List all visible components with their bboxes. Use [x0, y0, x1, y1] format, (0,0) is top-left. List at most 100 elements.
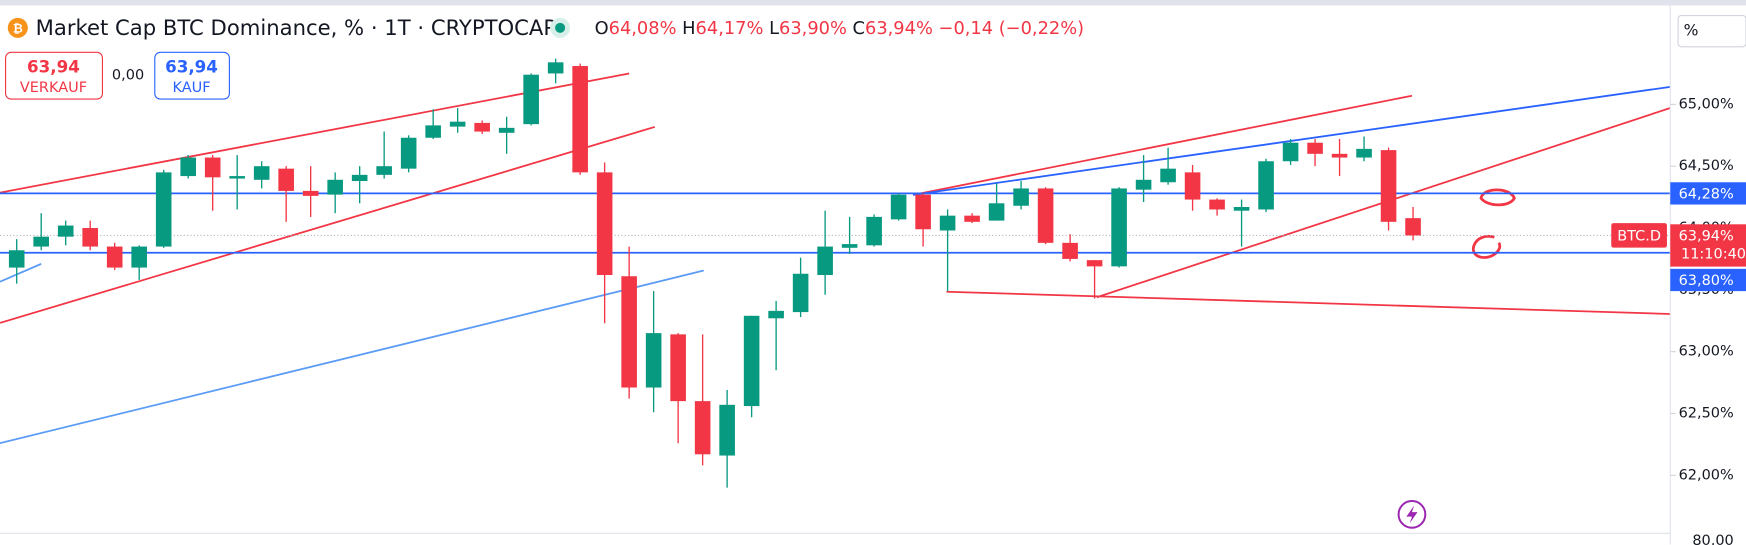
candle-body [1380, 150, 1397, 222]
candle-body [621, 276, 637, 388]
sell-label: VERKAUF [20, 80, 87, 96]
candle-body [915, 194, 931, 230]
candle-body [449, 121, 466, 127]
candle-body [1037, 188, 1054, 243]
symbol-box [1611, 223, 1667, 248]
countdown: 11:10:40 [1681, 246, 1746, 262]
candle-body [253, 166, 270, 180]
change: −0,14 (−0,22%) [939, 18, 1085, 39]
candle-body [498, 127, 515, 133]
candle-body [890, 194, 907, 220]
candle-body [425, 125, 441, 138]
ohlc-header: O64,08% H64,17% L63,90% C63,94% −0,14 (−… [595, 18, 1084, 39]
candle-body [327, 179, 343, 195]
candle-body [474, 122, 490, 132]
candle-body [229, 176, 245, 179]
candle-body [204, 157, 221, 178]
candle-body [1356, 148, 1372, 158]
ohlc-value: 63,90% [779, 18, 847, 39]
candle-body [964, 215, 980, 222]
hline-label: 64,28% [1679, 187, 1734, 203]
candle-body [841, 244, 858, 248]
candle-body [106, 246, 123, 268]
candle-body [278, 168, 294, 191]
candles [8, 58, 1421, 488]
candle-body [1331, 153, 1348, 158]
trend-line [0, 263, 42, 283]
coin-icon [7, 17, 28, 38]
candle-body [988, 203, 1005, 221]
candle-body [939, 215, 956, 231]
price-labels: BTC.D 63,94%11:10:40 64,28% 63,80% [1611, 182, 1746, 292]
candle-body [523, 74, 539, 125]
candle-body [1307, 142, 1323, 154]
scribble [1471, 234, 1502, 259]
y-tick-label: 62,50% [1679, 405, 1734, 421]
ohlc-label: H [682, 18, 695, 39]
candle-body [547, 62, 564, 74]
candle-body [400, 137, 417, 169]
scribble [1479, 188, 1516, 207]
candle-body [670, 334, 686, 402]
trend-line [0, 126, 656, 324]
candle-body [1233, 206, 1250, 211]
ohlc-label: C [853, 18, 865, 39]
candle-body [866, 216, 882, 246]
candle-body [302, 190, 319, 196]
last-price-box [1670, 224, 1746, 267]
sell-button[interactable] [5, 51, 104, 100]
y-tick-label: 65,00% [1679, 96, 1734, 112]
ohlc-value: 64,08% [609, 18, 677, 39]
candle-body [743, 315, 760, 407]
candle-body [768, 310, 784, 319]
candle-body [82, 228, 98, 247]
last-price-label: 63,94% [1679, 229, 1734, 245]
sell-price: 63,94 [27, 56, 80, 76]
candle-body [180, 157, 196, 177]
candle-body [1282, 142, 1299, 162]
lightning-glyph [1406, 505, 1418, 524]
buy-button[interactable] [154, 51, 230, 100]
y-tick-label: 64,50% [1679, 158, 1734, 174]
candle-body [8, 250, 25, 268]
status-dot-inner [555, 22, 566, 33]
ohlc-value: 64,17% [696, 18, 764, 39]
hline-label-box [1670, 182, 1746, 205]
candle-body [572, 66, 588, 173]
lower-pane-label: 80,00 [1692, 533, 1733, 545]
candle-body [1184, 172, 1201, 200]
candle-body [645, 333, 662, 388]
candle-body [57, 225, 74, 237]
candle-body [1062, 242, 1078, 259]
buy-price: 63,94 [165, 56, 218, 76]
candle-body [131, 246, 147, 268]
chart-title: Market Cap BTC Dominance, % · 1T · CRYPT… [36, 15, 557, 40]
candle-body [1013, 188, 1029, 206]
trend-line [946, 290, 1671, 315]
scale-button[interactable] [1677, 15, 1746, 48]
y-tick-label: 62,00% [1679, 467, 1734, 483]
top-bar [0, 0, 1746, 6]
candle-body [596, 172, 613, 276]
hline-label: 63,80% [1679, 273, 1734, 289]
candle-body [719, 404, 735, 456]
trend-line [912, 94, 1413, 196]
ohlc-value: 63,94% [865, 18, 933, 39]
candle-body [1405, 218, 1421, 236]
candle-body [817, 246, 833, 276]
candle-body [376, 166, 392, 175]
candle-body [694, 401, 711, 455]
candle-body [1258, 161, 1274, 210]
hline-label-box [1670, 268, 1746, 292]
candle-body [33, 236, 49, 247]
trend-line [0, 269, 704, 444]
candle-body [1160, 168, 1176, 183]
coin-icon-glyph: ₿ [13, 21, 23, 35]
symbol-label: BTC.D [1617, 229, 1661, 245]
candle-body [792, 273, 809, 313]
candle-body [351, 174, 368, 182]
drawings [0, 72, 1671, 444]
ohlc-label: O [595, 18, 609, 39]
